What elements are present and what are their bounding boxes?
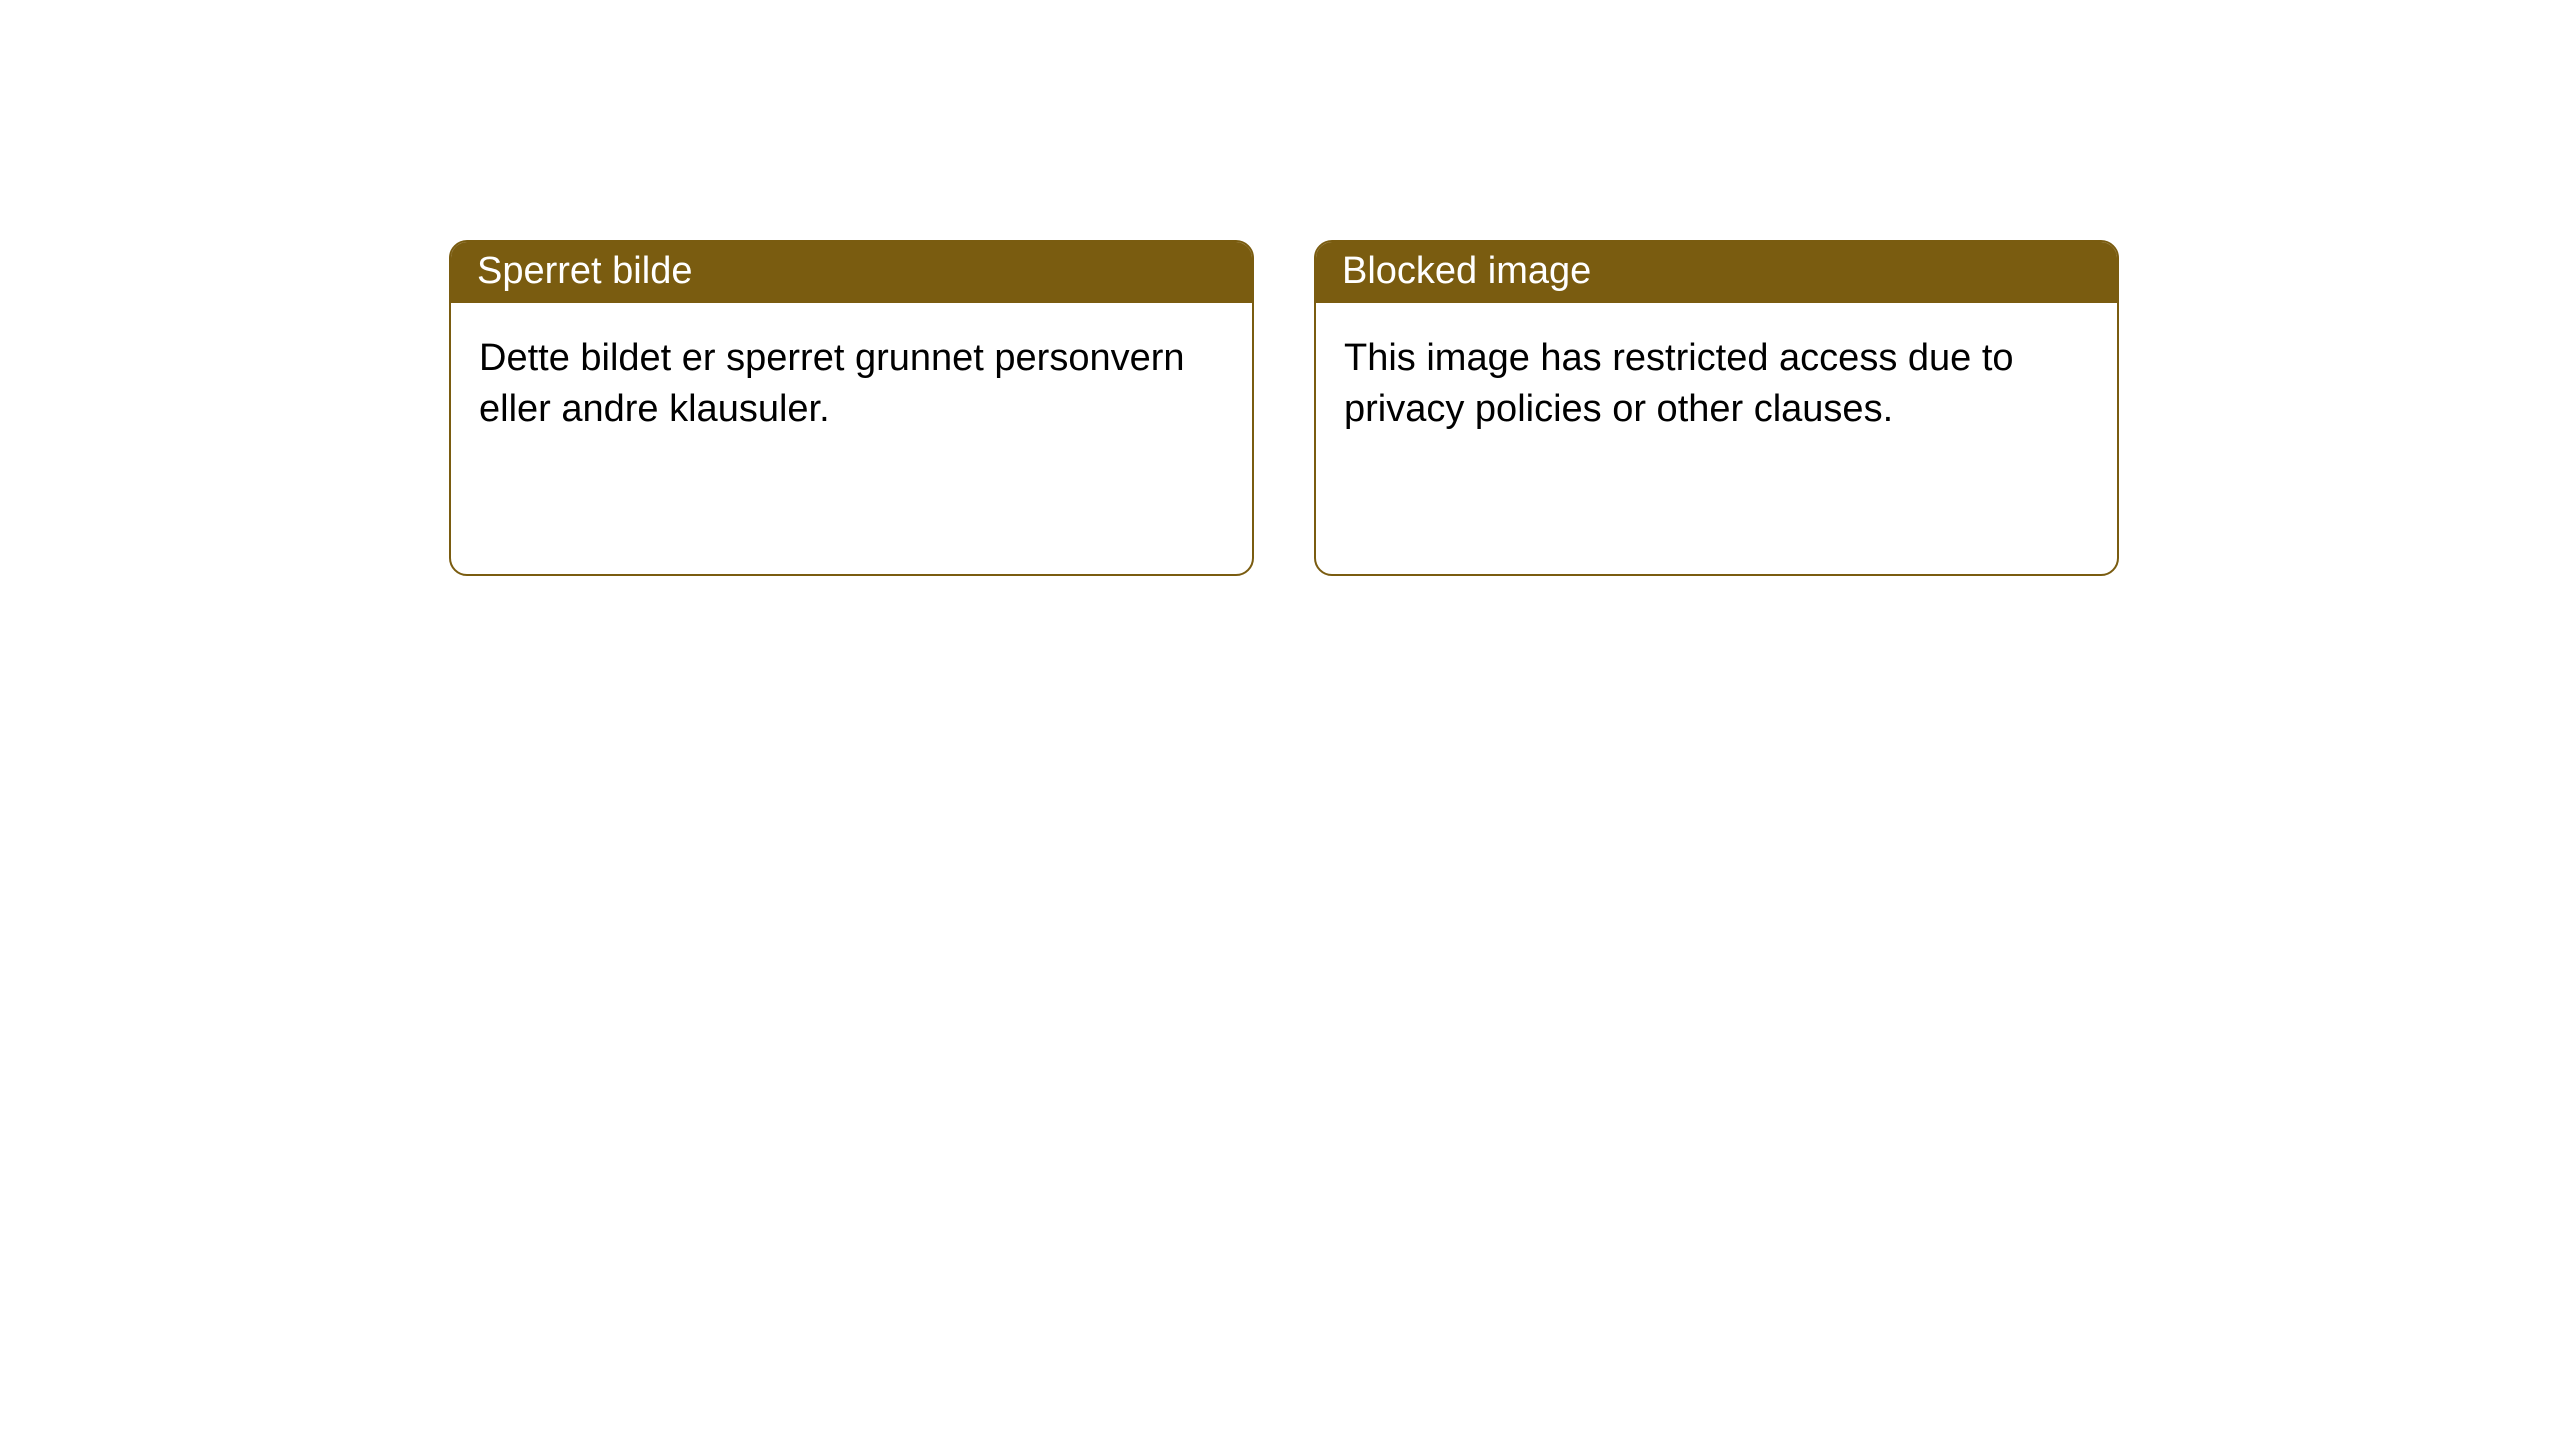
notice-card-en: Blocked image This image has restricted …	[1314, 240, 2119, 576]
notice-body-en: This image has restricted access due to …	[1316, 303, 2117, 574]
notice-body-no: Dette bildet er sperret grunnet personve…	[451, 303, 1252, 574]
notice-cards-row: Sperret bilde Dette bildet er sperret gr…	[449, 240, 2119, 576]
notice-title-en: Blocked image	[1316, 242, 2117, 303]
notice-card-no: Sperret bilde Dette bildet er sperret gr…	[449, 240, 1254, 576]
notice-title-no: Sperret bilde	[451, 242, 1252, 303]
